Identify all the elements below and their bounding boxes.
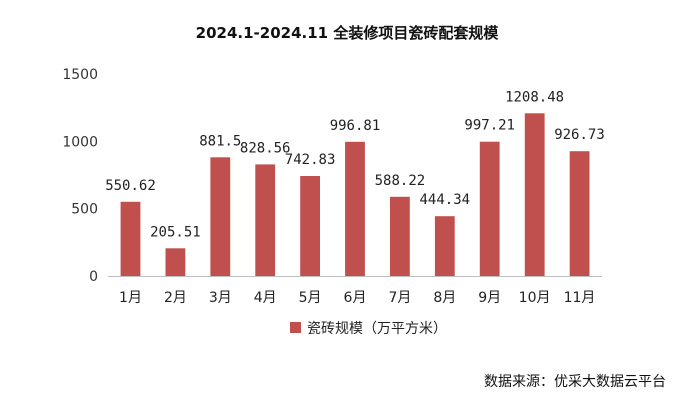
data-label: 1208.48 xyxy=(505,89,564,105)
data-label: 926.73 xyxy=(554,127,605,143)
y-tick-label: 500 xyxy=(71,202,98,218)
legend-label: 瓷砖规模（万平方米） xyxy=(307,321,447,337)
bar xyxy=(300,176,320,276)
x-tick-label: 11月 xyxy=(564,290,596,306)
x-tick-label: 7月 xyxy=(388,290,411,306)
x-tick-label: 8月 xyxy=(433,290,456,306)
bar xyxy=(434,216,455,276)
y-tick-label: 1000 xyxy=(62,134,98,150)
y-axis: 0 500 1000 1500 xyxy=(62,67,98,285)
data-label: 996.81 xyxy=(330,118,381,134)
data-label: 550.62 xyxy=(105,178,156,194)
x-tick-label: 9月 xyxy=(478,290,501,306)
bar xyxy=(479,141,500,276)
x-tick-label: 5月 xyxy=(299,290,322,306)
source-note: 数据来源：优采大数据云平台 xyxy=(484,374,666,390)
bar xyxy=(390,196,410,276)
bar xyxy=(210,157,231,276)
data-label: 444.34 xyxy=(420,192,471,208)
bar xyxy=(524,113,545,276)
bar xyxy=(255,164,276,276)
data-label: 205.51 xyxy=(150,224,201,240)
bar xyxy=(569,151,590,276)
data-label: 828.56 xyxy=(240,140,291,156)
y-tick-label: 1500 xyxy=(62,67,98,83)
x-tick-label: 6月 xyxy=(344,290,367,306)
legend-swatch xyxy=(290,322,301,333)
data-label: 881.5 xyxy=(199,133,241,149)
data-label: 588.22 xyxy=(375,173,426,189)
x-tick-label: 1月 xyxy=(119,290,142,306)
x-tick-label: 4月 xyxy=(254,290,277,306)
x-tick-label: 3月 xyxy=(209,290,232,306)
legend: 瓷砖规模（万平方米） xyxy=(290,321,447,337)
data-label: 742.83 xyxy=(285,152,336,168)
x-tick-label: 2月 xyxy=(164,290,187,306)
bar xyxy=(345,141,365,276)
bar-series xyxy=(120,113,590,276)
data-label: 997.21 xyxy=(464,118,515,134)
bar xyxy=(165,248,186,276)
chart-title: 2024.1-2024.11 全装修项目瓷砖配套规模 xyxy=(196,24,500,42)
x-axis: 1月 2月 3月 4月 5月 6月 7月 8月 9月 10月 11月 xyxy=(119,290,595,306)
x-tick-label: 10月 xyxy=(519,290,551,306)
y-tick-label: 0 xyxy=(89,269,98,285)
bar xyxy=(120,201,141,276)
